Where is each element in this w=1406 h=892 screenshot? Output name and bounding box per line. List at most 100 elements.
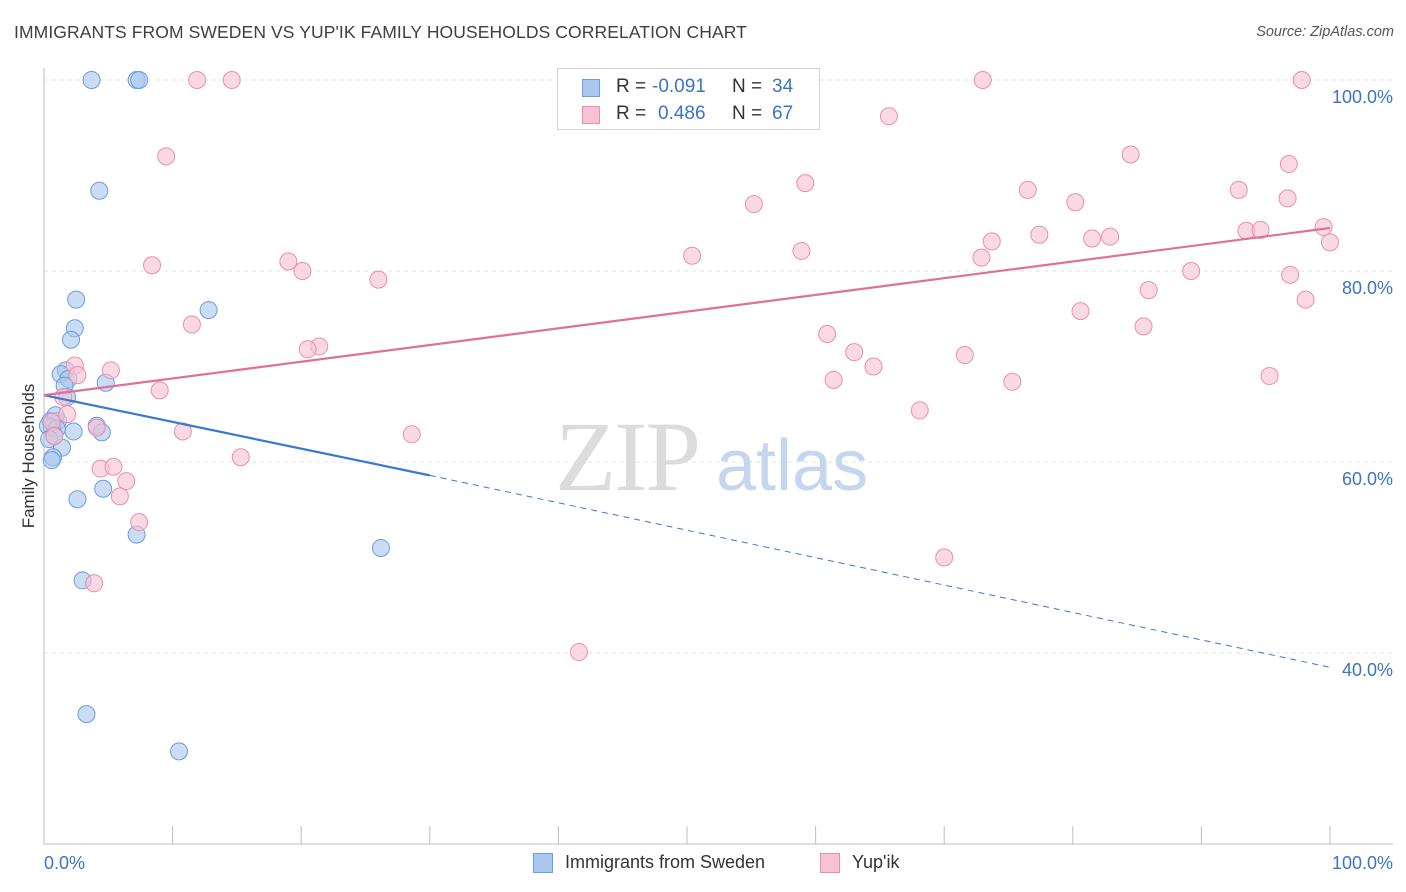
yupik-point bbox=[117, 472, 136, 491]
legend-n-label: N = bbox=[732, 76, 763, 97]
legend-n-value: 67 bbox=[772, 103, 794, 124]
yupik-point bbox=[973, 71, 992, 89]
yupik-point bbox=[1121, 145, 1140, 164]
legend-r-value: 0.486 bbox=[658, 103, 706, 124]
sweden-point bbox=[130, 71, 149, 89]
yupik-point bbox=[85, 574, 104, 593]
yupik-point bbox=[1030, 225, 1049, 244]
yupik-point bbox=[130, 513, 149, 532]
bottom-legend-label: Immigrants from Sweden bbox=[565, 852, 766, 872]
legend-n-value: 34 bbox=[772, 76, 794, 97]
y-tick-label: 60.0% bbox=[1342, 469, 1393, 489]
sweden-point bbox=[82, 71, 101, 89]
yupik-point bbox=[1251, 220, 1270, 239]
yupik-point bbox=[569, 643, 588, 662]
data-points bbox=[38, 71, 1339, 761]
yupik-point bbox=[279, 252, 298, 271]
yupik-point bbox=[796, 174, 815, 193]
sweden-point bbox=[371, 538, 390, 557]
yupik-point bbox=[864, 357, 883, 376]
legend-r-label: R = bbox=[616, 76, 647, 97]
yupik-point bbox=[1101, 227, 1120, 246]
yupik-point bbox=[1066, 193, 1085, 212]
yupik-point bbox=[1281, 265, 1300, 284]
sweden-point bbox=[42, 451, 61, 470]
yupik-point bbox=[1134, 317, 1153, 336]
sweden-point bbox=[94, 479, 113, 498]
yupik-point bbox=[910, 401, 929, 420]
bottom-legend-swatch-blue bbox=[533, 853, 553, 873]
watermark-atlas: atlas bbox=[716, 426, 868, 506]
yupik-point bbox=[1018, 180, 1037, 199]
sweden-point bbox=[77, 705, 96, 724]
bottom-legend-swatch-pink bbox=[820, 853, 840, 873]
yupik-point bbox=[1182, 262, 1201, 280]
yupik-point bbox=[101, 361, 120, 380]
yupik-point bbox=[293, 262, 312, 280]
sweden-point bbox=[67, 290, 86, 309]
yupik-point bbox=[982, 232, 1001, 251]
yupik-point bbox=[935, 548, 954, 567]
yupik-point bbox=[879, 107, 898, 126]
y-axis-title: Family Households bbox=[19, 384, 38, 529]
yupik-point bbox=[1139, 281, 1158, 300]
yupik-point bbox=[369, 270, 388, 289]
sweden-point bbox=[90, 181, 109, 200]
tick-labels: 40.0% 60.0% 80.0% 100.0% 0.0% 100.0% bbox=[44, 87, 1393, 873]
yupik-point bbox=[818, 325, 837, 344]
y-tick-label: 80.0% bbox=[1342, 278, 1393, 298]
yupik-point bbox=[68, 366, 87, 385]
yupik-point bbox=[845, 343, 864, 362]
yupik-point bbox=[182, 315, 201, 334]
legend-r-value: -0.091 bbox=[652, 76, 706, 97]
yupik-point bbox=[683, 246, 702, 265]
sweden-point bbox=[62, 330, 81, 349]
sweden-point bbox=[68, 490, 87, 509]
stats-legend: R = -0.091 N = 34 R = 0.486 N = 67 bbox=[557, 68, 820, 130]
yupik-point bbox=[1314, 218, 1333, 237]
watermark: ZIP atlas bbox=[555, 401, 868, 512]
yupik-point bbox=[955, 346, 974, 365]
sweden-point bbox=[199, 301, 218, 320]
yupik-point bbox=[972, 248, 991, 267]
yupik-point bbox=[45, 427, 64, 446]
yupik-point bbox=[1321, 233, 1339, 252]
yupik-point bbox=[1260, 367, 1279, 386]
yupik-point bbox=[1003, 372, 1022, 391]
yupik-point bbox=[824, 370, 843, 389]
yupik-point bbox=[231, 448, 250, 467]
legend-swatch-blue bbox=[582, 79, 600, 97]
yupik-point bbox=[104, 457, 123, 476]
gridlines bbox=[44, 79, 1393, 654]
yupik-point bbox=[792, 241, 811, 260]
chart-title: IMMIGRANTS FROM SWEDEN VS YUP'IK FAMILY … bbox=[14, 22, 747, 42]
y-tick-label: 100.0% bbox=[1332, 87, 1393, 107]
yupik-point bbox=[1071, 302, 1090, 321]
yupik-point bbox=[1279, 155, 1298, 174]
yupik-point bbox=[1292, 71, 1311, 89]
yupik-point bbox=[58, 405, 77, 424]
yupik-point bbox=[87, 418, 106, 437]
yupik-point bbox=[402, 425, 421, 444]
source-credit: Source: ZipAtlas.com bbox=[1256, 24, 1394, 40]
yupik-point bbox=[1278, 189, 1297, 208]
yupik-trend-line bbox=[43, 226, 1331, 397]
yupik-point bbox=[1296, 290, 1315, 309]
bottom-legend-label: Yup'ik bbox=[852, 852, 900, 872]
legend-n-label: N = bbox=[732, 103, 763, 124]
yupik-point bbox=[143, 256, 162, 275]
yupik-point bbox=[188, 71, 207, 89]
trend-lines bbox=[43, 226, 1331, 668]
yupik-point bbox=[744, 195, 763, 214]
sweden-point bbox=[64, 422, 83, 441]
yupik-point bbox=[222, 71, 241, 89]
legend-swatch-pink bbox=[582, 106, 600, 124]
yupik-point bbox=[298, 340, 317, 359]
x-tick-label: 100.0% bbox=[1332, 853, 1393, 873]
yupik-point bbox=[150, 381, 169, 400]
yupik-point bbox=[110, 487, 129, 506]
x-tick-label: 0.0% bbox=[44, 853, 85, 873]
watermark-zip: ZIP bbox=[555, 401, 699, 512]
yupik-point bbox=[157, 147, 176, 166]
